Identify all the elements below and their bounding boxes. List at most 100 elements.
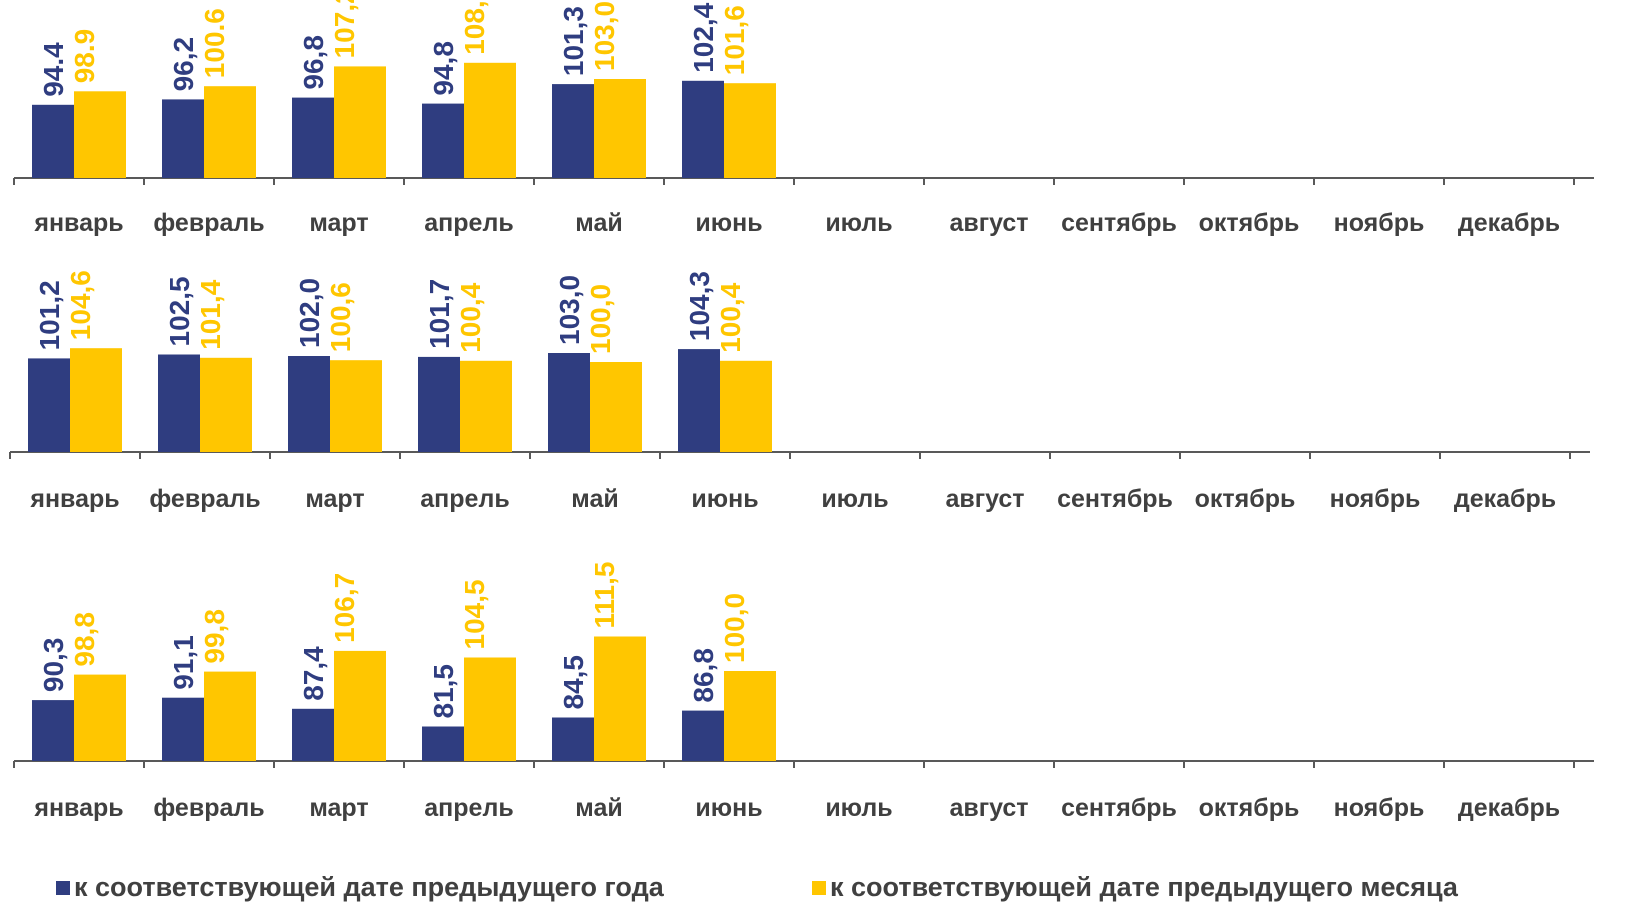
bar-previous-month (70, 348, 122, 452)
bar-previous-year (292, 708, 334, 761)
bar-previous-month (460, 360, 512, 452)
data-label-previous-year: 91,1 (168, 635, 199, 690)
category-label: октябрь (1199, 209, 1300, 237)
bar-previous-year (678, 349, 720, 452)
category-label: октябрь (1199, 794, 1300, 822)
legend-swatch-previous-month (812, 880, 826, 895)
category-label: октябрь (1195, 485, 1296, 513)
data-label-previous-year: 102,4 (688, 2, 719, 72)
category-label: ноябрь (1330, 485, 1421, 513)
category-label: декабрь (1454, 485, 1556, 513)
data-label-previous-year: 101,7 (424, 279, 455, 349)
category-label: март (309, 209, 368, 237)
bar-previous-year (682, 710, 724, 761)
bar-previous-year (292, 97, 334, 178)
category-label: август (949, 794, 1028, 822)
category-label: декабрь (1458, 794, 1560, 822)
bar-previous-month (204, 86, 256, 178)
data-label-previous-month: 100,4 (455, 282, 486, 352)
category-label: февраль (149, 485, 260, 513)
category-label: апрель (420, 485, 509, 513)
legend-swatch-previous-year (56, 880, 70, 895)
category-label: сентябрь (1061, 794, 1177, 822)
data-label-previous-month: 98,8 (69, 612, 100, 667)
bar-previous-year (418, 356, 460, 452)
data-label-previous-year: 96,8 (298, 35, 329, 90)
category-label: август (949, 209, 1028, 237)
data-label-previous-month: 108,4 (459, 0, 490, 55)
category-label: апрель (424, 794, 513, 822)
bar-previous-month (464, 62, 516, 178)
category-label: январь (29, 485, 119, 513)
data-label-previous-month: 104,6 (65, 270, 96, 340)
chart-panel-3: январь февраль март апрель май июнь июль август… (13, 562, 1594, 822)
category-label: ноябрь (1334, 209, 1425, 237)
category-label: май (575, 209, 622, 237)
data-label-previous-year: 102,0 (294, 278, 325, 348)
data-label-previous-month: 100.6 (199, 8, 230, 78)
data-label-previous-month: 104,5 (459, 579, 490, 649)
legend-label-previous-month: к соответствующей дате предыдущего месяц… (830, 872, 1458, 902)
data-label-previous-month: 98.9 (69, 29, 100, 84)
data-label-previous-year: 81,5 (428, 664, 459, 719)
data-label-previous-year: 87,4 (298, 646, 329, 701)
bar-previous-year (552, 84, 594, 178)
data-label-previous-year: 94.4 (38, 42, 69, 97)
bar-previous-month (74, 91, 126, 178)
category-label: июнь (695, 209, 762, 237)
data-label-previous-year: 94,8 (428, 41, 459, 96)
legend-item-previous-month: к соответствующей дате предыдущего месяц… (812, 872, 1458, 903)
bar-charts: январь февраль март апрель май июнь июль август… (9, 0, 1594, 822)
category-label: февраль (153, 209, 264, 237)
bar-previous-month (720, 360, 772, 452)
bar-previous-month (594, 79, 646, 178)
bar-previous-month (330, 360, 382, 452)
legend: к соответствующей дате предыдущего года … (0, 872, 1625, 908)
chart-panel-1: январь февраль март апрель май июнь июль август… (13, 0, 1594, 237)
bar-previous-year (32, 104, 74, 178)
bar-previous-year (158, 354, 200, 452)
bar-previous-year (422, 103, 464, 178)
bar-previous-month (74, 674, 126, 761)
data-label-previous-month: 103,0 (589, 1, 620, 71)
chart-panel-2: январь февраль март апрель май июнь июль август… (9, 270, 1590, 513)
bar-previous-month (204, 671, 256, 761)
category-label: март (305, 485, 364, 513)
data-label-previous-year: 104,3 (684, 271, 715, 341)
category-label: март (309, 794, 368, 822)
category-label: май (571, 485, 618, 513)
category-label: февраль (153, 794, 264, 822)
bar-previous-month (334, 650, 386, 761)
category-label: июль (825, 794, 892, 822)
category-label: январь (33, 794, 123, 822)
data-label-previous-month: 100,6 (325, 282, 356, 352)
legend-label-previous-year: к соответствующей дате предыдущего года (74, 872, 664, 902)
category-label: июнь (691, 485, 758, 513)
data-label-previous-year: 84,5 (558, 655, 589, 710)
category-label: июль (821, 485, 888, 513)
data-label-previous-month: 100,0 (719, 593, 750, 663)
bar-previous-month (200, 357, 252, 452)
data-label-previous-month: 100,4 (715, 282, 746, 352)
category-label: июнь (695, 794, 762, 822)
category-label: сентябрь (1061, 209, 1177, 237)
data-label-previous-year: 101,2 (34, 280, 65, 350)
data-label-previous-year: 101,3 (558, 6, 589, 76)
data-label-previous-month: 99,8 (199, 609, 230, 664)
bar-previous-month (590, 362, 642, 452)
category-label: сентябрь (1057, 485, 1173, 513)
bar-previous-year (682, 80, 724, 178)
data-label-previous-month: 101,4 (195, 279, 226, 349)
bar-previous-year (32, 700, 74, 761)
data-label-previous-year: 96,2 (168, 37, 199, 92)
bar-previous-month (594, 636, 646, 761)
bar-previous-year (162, 99, 204, 178)
bar-previous-month (724, 83, 776, 178)
category-label: январь (33, 209, 123, 237)
category-label: декабрь (1458, 209, 1560, 237)
bar-previous-year (162, 697, 204, 761)
bar-previous-year (288, 356, 330, 452)
bar-previous-month (724, 671, 776, 761)
category-label: май (575, 794, 622, 822)
bar-previous-year (28, 358, 70, 452)
